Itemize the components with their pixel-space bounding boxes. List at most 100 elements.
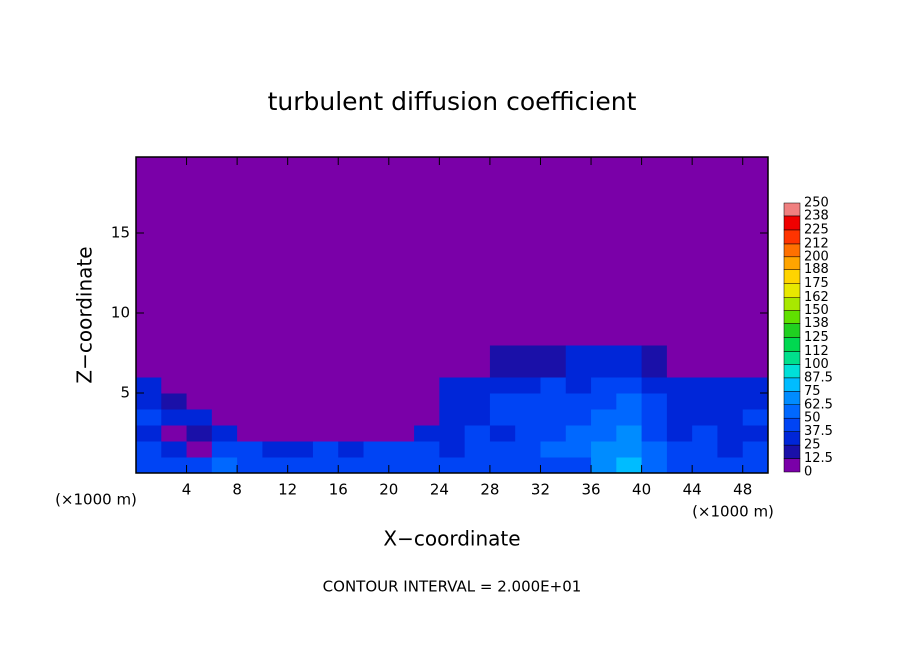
field-cell — [666, 377, 693, 394]
field-cell — [312, 425, 339, 442]
field-cell — [186, 157, 213, 346]
field-cell — [616, 393, 643, 410]
field-cell — [287, 441, 314, 458]
field-cell — [363, 393, 390, 410]
field-cell — [211, 345, 238, 378]
field-cell — [161, 457, 188, 474]
x-unit-label: (×1000 m) — [55, 491, 137, 509]
field-cell — [641, 425, 668, 442]
plot-frame — [135, 156, 769, 474]
field-cell — [565, 157, 592, 346]
field-cell — [515, 441, 541, 458]
field-cell — [287, 345, 314, 378]
field-cell — [439, 157, 466, 346]
colorbar-label: 200 — [804, 249, 829, 264]
x-tick-label: 28 — [480, 481, 499, 499]
field-cell — [565, 345, 592, 378]
field-cell — [616, 425, 643, 442]
field-cell — [338, 393, 365, 410]
field-cell — [742, 441, 769, 458]
colorbar-swatch — [783, 310, 801, 324]
colorbar-swatch — [783, 377, 801, 392]
field-cell — [515, 457, 541, 474]
field-cell — [641, 457, 668, 474]
field-cell — [515, 393, 541, 410]
field-cell — [692, 409, 718, 426]
colorbar-swatch — [783, 256, 801, 270]
field-cell — [237, 393, 263, 410]
field-cell — [616, 157, 643, 346]
colorbar-label: 238 — [804, 208, 829, 223]
field-cell — [338, 345, 365, 378]
field-cell — [616, 441, 643, 458]
colorbar-label: 162 — [804, 290, 829, 305]
x-tick-label: 44 — [683, 481, 702, 499]
field-cell — [338, 377, 365, 394]
field-cell — [262, 377, 289, 394]
field-cell — [641, 409, 668, 426]
field-cell — [262, 425, 289, 442]
field-cell — [464, 157, 491, 346]
field-cell — [565, 441, 592, 458]
field-cell — [414, 409, 440, 426]
field-cell — [211, 457, 238, 474]
field-cell — [489, 409, 516, 426]
x-tick-label: 48 — [733, 481, 752, 499]
field-cell — [363, 409, 390, 426]
colorbar-label: 0 — [804, 465, 812, 480]
colorbar-swatch — [783, 297, 801, 311]
field-cell — [692, 157, 718, 346]
field-cell — [388, 157, 415, 346]
field-cell — [186, 377, 213, 394]
field-cell — [161, 441, 188, 458]
field-cell — [237, 157, 263, 346]
field-cell — [414, 157, 440, 346]
field-cell — [489, 377, 516, 394]
colorbar-label: 50 — [804, 411, 821, 426]
field-cell — [262, 393, 289, 410]
field-cell — [717, 393, 744, 410]
colorbar-label: 212 — [804, 236, 829, 251]
field-cell — [540, 441, 567, 458]
field-cell — [439, 377, 466, 394]
y-axis-label: Z−coordinate — [73, 246, 97, 383]
x-tick-label: 32 — [531, 481, 550, 499]
colorbar-label: 125 — [804, 330, 829, 345]
field-cell — [388, 441, 415, 458]
x-tick-label: 24 — [430, 481, 449, 499]
field-cell — [211, 409, 238, 426]
field-cell — [439, 425, 466, 442]
field-cell — [338, 441, 365, 458]
colorbar-label: 75 — [804, 384, 821, 399]
colorbar-label: 37.5 — [804, 424, 833, 439]
colorbar-label: 138 — [804, 316, 829, 331]
field-cell — [363, 441, 390, 458]
colorbar-swatch — [783, 337, 801, 352]
colorbar-label: 87.5 — [804, 370, 833, 385]
field-cell — [161, 409, 188, 426]
field-cell — [414, 441, 440, 458]
colorbar-swatch — [783, 417, 801, 432]
field-cell — [464, 393, 491, 410]
field-cell — [287, 425, 314, 442]
field-cell — [742, 409, 769, 426]
colorbar-swatch — [783, 323, 801, 338]
field-cell — [565, 393, 592, 410]
x-tick-label: 4 — [182, 481, 192, 499]
field-cell — [540, 377, 567, 394]
field-cell — [237, 345, 263, 378]
field-cell — [211, 441, 238, 458]
field-cell — [591, 345, 617, 378]
x-axis-label: X−coordinate — [383, 527, 520, 551]
colorbar-label: 100 — [804, 357, 829, 372]
field-cell — [338, 157, 365, 346]
footer-note: CONTOUR INTERVAL = 2.000E+01 — [323, 578, 582, 596]
field-cell — [565, 409, 592, 426]
field-cell — [717, 425, 744, 442]
field-cell — [237, 409, 263, 426]
field-cell — [312, 441, 339, 458]
field-cell — [641, 441, 668, 458]
field-cell — [717, 345, 744, 378]
field-cell — [717, 157, 744, 346]
field-cell — [666, 425, 693, 442]
